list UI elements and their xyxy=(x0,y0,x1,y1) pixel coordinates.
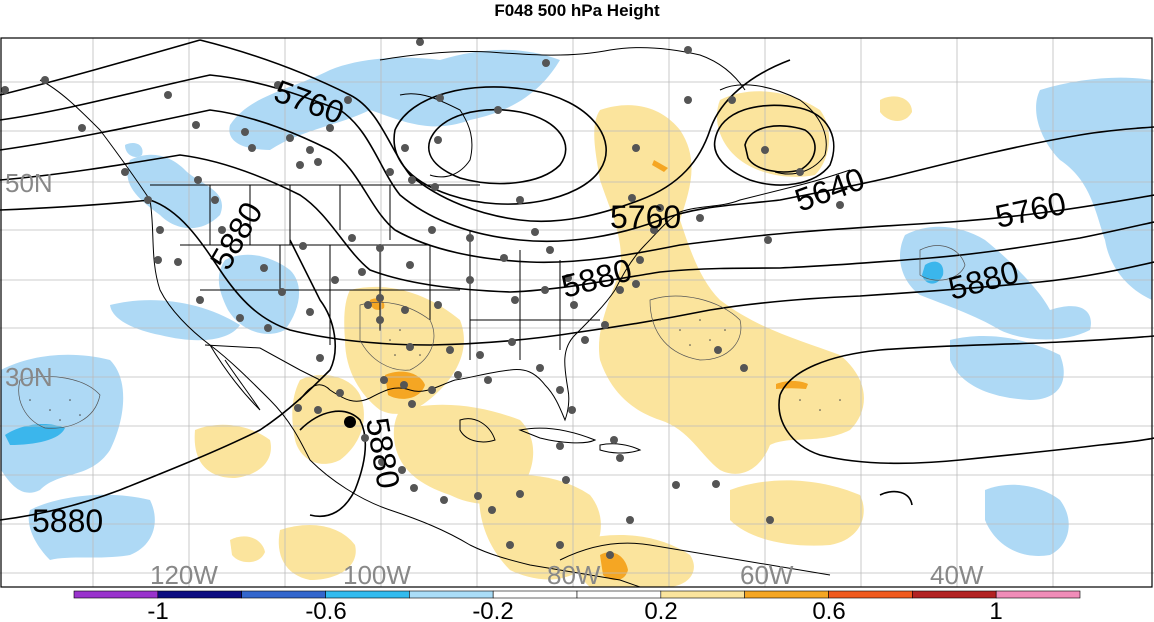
colorbar-tick-label: -0.2 xyxy=(472,598,513,622)
contour-5880-mexico xyxy=(299,410,367,517)
positive-region-east-pac-1 xyxy=(194,424,271,478)
negative-core-1 xyxy=(5,424,65,445)
contour-5640 xyxy=(0,74,1154,243)
colorbar-tick-label: -1 xyxy=(147,598,168,622)
negative-region-small-2 xyxy=(1100,113,1119,127)
contour-5520-inner xyxy=(428,109,567,185)
contour-5640-inner xyxy=(744,125,816,173)
positive-core-ne xyxy=(652,160,668,172)
us-mexico-border xyxy=(204,344,321,381)
south-america-north xyxy=(559,542,831,576)
negative-region-west-atl xyxy=(900,226,1091,340)
lon-label-40w: 40W xyxy=(930,560,984,590)
colorbar-segment xyxy=(157,590,242,599)
significance-stippling xyxy=(29,319,841,421)
negative-core-2 xyxy=(922,261,944,284)
negative-region-pac-south xyxy=(28,494,155,560)
latitude-labels: 50N 30N xyxy=(5,168,53,392)
negative-region-small-1 xyxy=(125,143,143,157)
highlight-station-marker xyxy=(344,416,356,428)
negative-region-southwest xyxy=(218,254,300,334)
greenland xyxy=(719,84,827,175)
lon-label-60w: 60W xyxy=(740,560,794,590)
colorbar-segment xyxy=(492,590,578,599)
lon-label-120w: 120W xyxy=(150,560,218,590)
negative-region-pacific-nw xyxy=(127,154,222,229)
coastlines xyxy=(39,47,851,588)
colorbar-segment xyxy=(912,590,997,599)
contour-5700 xyxy=(0,109,1154,264)
positive-region-gulf xyxy=(344,286,464,414)
colorbar-segment xyxy=(660,590,745,599)
contour-label: 5760 xyxy=(610,199,681,235)
longitude-labels: 120W 100W 80W 60W 40W xyxy=(150,560,984,590)
lat-label-50n: 50N xyxy=(5,168,53,198)
east-coast-north xyxy=(679,169,851,213)
colorbar-tick-label: 0.6 xyxy=(812,598,845,622)
colorbar-segment xyxy=(241,590,326,599)
gulf-coast xyxy=(299,211,681,422)
map-title: F048 500 hPa Height xyxy=(494,1,660,20)
colorbar-segment xyxy=(73,590,159,599)
contour-5580 xyxy=(0,39,791,223)
colorbar-segment xyxy=(744,590,829,599)
anomaly-outlines xyxy=(18,245,966,429)
height-contours xyxy=(0,39,1154,521)
colorbar-segment xyxy=(325,590,410,599)
station-markers xyxy=(1,38,844,559)
positive-region-ne-sa xyxy=(730,480,864,546)
colorbar-tick-label: 0.2 xyxy=(644,598,677,622)
lat-label-30n: 30N xyxy=(5,362,53,392)
colorbar-tick-label: 1 xyxy=(989,598,1002,622)
colorbar xyxy=(73,590,1081,599)
colorbar-tick-label: -0.6 xyxy=(305,598,346,622)
contour-5520 xyxy=(393,86,607,205)
contour-5820 xyxy=(0,199,1154,346)
negative-region-eastpac xyxy=(110,300,240,341)
contour-5760 xyxy=(0,154,1154,293)
plot-frame xyxy=(0,37,1153,588)
colorbar-labels: -1 -0.6 -0.2 0.2 0.6 1 xyxy=(147,598,1002,622)
contour-5880-atl xyxy=(778,335,1154,465)
canada-arctic xyxy=(379,47,746,91)
contour-label: 5880 xyxy=(32,503,103,539)
lon-label-100w: 100W xyxy=(343,560,411,590)
baja xyxy=(209,344,261,411)
colorbar-segment xyxy=(995,590,1081,599)
contour-5640-east xyxy=(713,104,835,186)
positive-region-mexico xyxy=(292,375,364,464)
colorbar-segment xyxy=(576,590,662,599)
positive-region-central-am xyxy=(479,475,601,580)
positive-region-newfoundland xyxy=(880,96,912,122)
lat-lon-grid xyxy=(0,38,1154,587)
yucatan xyxy=(459,418,496,443)
negative-region-north-atl xyxy=(1036,77,1152,300)
contour-5880-west xyxy=(0,239,336,521)
positive-region-greenland xyxy=(716,91,830,177)
positive-region-east-pac-3 xyxy=(230,536,265,563)
lon-label-80w: 80W xyxy=(547,560,601,590)
negative-region-mid-atl xyxy=(950,335,1064,400)
colorbar-segment xyxy=(828,590,913,599)
cuba xyxy=(518,427,597,444)
contour-5880-small xyxy=(879,490,913,506)
north-america-outline xyxy=(39,79,641,588)
colorbar-segment xyxy=(409,590,494,599)
negative-region-se-atl xyxy=(985,484,1069,556)
positive-region-east-pac-2 xyxy=(278,525,356,580)
